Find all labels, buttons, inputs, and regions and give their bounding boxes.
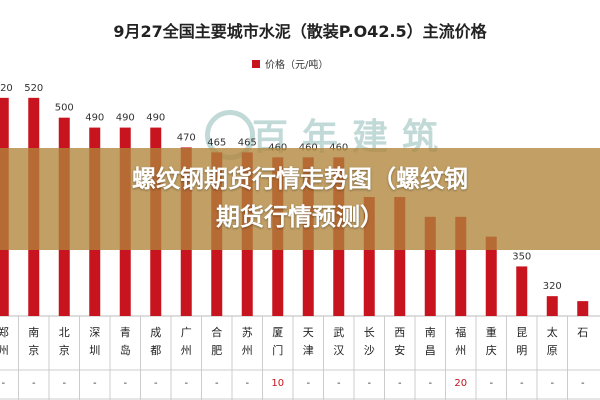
bar-value-label: 350 [512, 251, 531, 262]
bar-value-label: 460 [268, 142, 287, 153]
bar-value-label: 470 [177, 132, 196, 143]
bar [394, 197, 406, 316]
category-label: 都 [150, 344, 161, 357]
category-label: 南 [425, 326, 436, 339]
bar-value-label: 460 [329, 142, 348, 153]
table-cell-value: - [215, 378, 219, 389]
table-cell-value: - [32, 378, 36, 389]
category-label: 北 [59, 326, 70, 339]
table-cell-value: - [1, 378, 5, 389]
table-cell-value: - [581, 378, 585, 389]
category-label: 汉 [333, 344, 344, 357]
category-label: 京 [59, 343, 70, 357]
category-label: 津 [303, 344, 314, 357]
category-label: 庆 [486, 343, 497, 357]
category-label: 安 [394, 343, 405, 357]
bar-value-label: 520 [0, 83, 13, 94]
bar [485, 236, 497, 316]
category-label: 长 [364, 326, 375, 339]
category-label: 青 [120, 326, 131, 339]
category-label: 州 [0, 344, 9, 357]
category-label: 广 [181, 326, 192, 339]
table-cell-value: 10 [271, 378, 284, 389]
category-label: 深 [89, 326, 100, 339]
category-label: 武 [333, 326, 344, 339]
overlay-banner-text: 螺纹钢期货行情走势图（螺纹钢 期货行情预测） [0, 160, 600, 236]
bar-value-label: 465 [238, 137, 257, 148]
bar-value-label: 490 [146, 113, 165, 124]
banner-line-1: 螺纹钢期货行情走势图（螺纹钢 [132, 165, 468, 193]
bar [577, 301, 589, 316]
category-label: 苏 [242, 326, 253, 339]
category-label: 重 [486, 325, 497, 339]
bar-value-label: 490 [85, 113, 104, 124]
bar-value-label: 520 [24, 83, 43, 94]
category-label: 成 [150, 326, 161, 339]
category-label: 石 [577, 326, 588, 339]
category-label: 郑 [0, 325, 9, 339]
category-label: 天 [303, 326, 314, 339]
category-label: 京 [28, 343, 39, 357]
category-label: 圳 [89, 344, 100, 357]
overlay-banner [0, 148, 600, 250]
category-label: 厦 [272, 326, 283, 339]
table-cell-value: - [428, 378, 432, 389]
bar-value-label: 465 [207, 137, 226, 148]
table-cell-value: - [367, 378, 371, 389]
category-label: 州 [455, 344, 466, 357]
chart-title: 9月27全国主要城市水泥（散装P.O42.5）主流价格 [113, 22, 487, 41]
bar-value-label: 460 [299, 142, 318, 153]
bar [363, 197, 375, 316]
category-label: 州 [242, 344, 253, 357]
category-label: 门 [272, 343, 283, 357]
category-label: 太 [547, 326, 558, 339]
table-cell-value: - [245, 378, 249, 389]
bar [516, 266, 528, 316]
bar-value-label: 320 [543, 281, 562, 292]
category-label: 州 [181, 344, 192, 357]
table-cell-value: 20 [454, 378, 467, 389]
table-cell-value: - [123, 378, 127, 389]
table-cell-value: - [154, 378, 158, 389]
category-label: 明 [516, 344, 527, 357]
legend-label: 价格（元/吨） [265, 60, 329, 71]
bar [455, 216, 467, 316]
bar-value-label: 490 [116, 113, 135, 124]
legend: 价格（元/吨） [252, 56, 328, 71]
category-label: 岛 [120, 343, 131, 357]
table-cell-value: - [62, 378, 66, 389]
table-cell-value: - [337, 378, 341, 389]
table-cell-value: - [93, 378, 97, 389]
legend-swatch [252, 59, 260, 68]
bar [424, 216, 436, 316]
table-cell-value: - [489, 378, 493, 389]
table-cell-value: - [520, 378, 524, 389]
table-cell-value: - [184, 378, 188, 389]
category-label: 原 [547, 344, 558, 357]
category-label: 昌 [425, 344, 436, 357]
category-label: 福 [455, 325, 466, 339]
category-label: 肥 [211, 344, 222, 357]
category-label: 南 [28, 326, 39, 339]
table-cell-value: - [550, 378, 554, 389]
category-label: 西 [394, 326, 405, 339]
table-cell-value: - [398, 378, 402, 389]
banner-line-2: 期货行情预测） [216, 203, 384, 231]
bar-value-label: 500 [55, 103, 74, 114]
category-label: 合 [211, 325, 222, 339]
bar [546, 296, 558, 316]
category-label: 沙 [364, 344, 375, 357]
category-label: 昆 [516, 326, 527, 339]
table-cell-value: - [306, 378, 310, 389]
